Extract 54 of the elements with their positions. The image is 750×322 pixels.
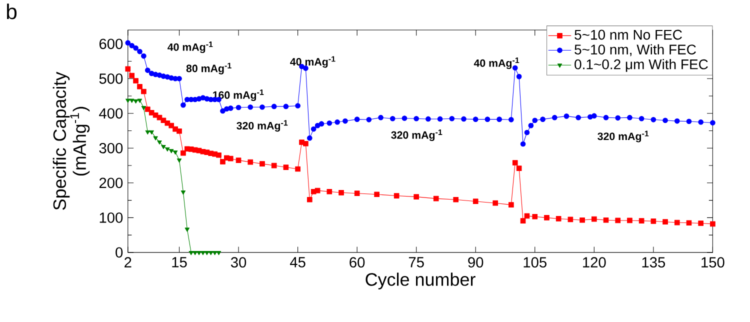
point [126,98,130,104]
point [137,98,142,104]
point [133,100,138,104]
annotation: 40 mAg$^{-1}$ [168,42,213,54]
point [184,228,190,232]
y-tick-label: 400 [99,108,123,119]
point [204,251,210,256]
y-tick-label: 0 [116,247,123,258]
point [172,150,178,155]
point [141,106,146,110]
point [165,148,170,152]
x-tick-label: 105 [524,257,546,268]
point [180,190,186,195]
annotation: 80 mAg$^{-1}$ [186,62,232,74]
y-tick-label: 100 [100,212,123,224]
y-tick-label: 200 [99,178,123,188]
x-tick-label: 2 [124,257,132,268]
y-tick-label: 600 [99,38,123,50]
point [196,251,202,256]
point [188,251,194,256]
point [208,251,214,256]
y-tick-label: 300 [99,143,123,154]
point [149,130,154,135]
x-tick-label: 45 [290,257,306,268]
x-tick-label: 15 [172,257,187,268]
point [192,251,198,256]
point [153,136,158,141]
legend-label: 0.1~0.2 μm With FEC [574,59,708,72]
annotation: 320 mAg$^{-1}$ [236,120,288,132]
point [157,140,162,145]
x-tick-label: 60 [350,257,365,268]
point [130,98,134,104]
annotation: 40 mAg$^{-1}$ [474,58,520,70]
point [200,251,206,256]
x-tick-label: 75 [408,257,424,268]
point [145,130,150,135]
x-tick-label: 30 [230,257,246,268]
legend-label: 5~10 nm No FEC [574,30,682,40]
x-tick-label: 150 [702,257,724,268]
point [176,158,182,163]
annotation: 320 mAg$^{-1}$ [391,130,442,142]
legend-label: 5~10 nm, With FEC [574,44,696,56]
y-tick-label: 500 [99,74,123,84]
x-tick-label: 120 [583,257,606,268]
point [161,145,166,150]
x-tick-label: 90 [468,257,484,268]
point [212,251,218,256]
point [216,251,222,256]
point [169,149,174,154]
annotation: 40 mAg$^{-1}$ [290,56,336,68]
annotation: 320 mAg$^{-1}$ [598,130,649,142]
x-tick-label: 135 [642,257,666,268]
x-axis-title: Cycle number [366,272,476,290]
text: b [6,4,17,20]
